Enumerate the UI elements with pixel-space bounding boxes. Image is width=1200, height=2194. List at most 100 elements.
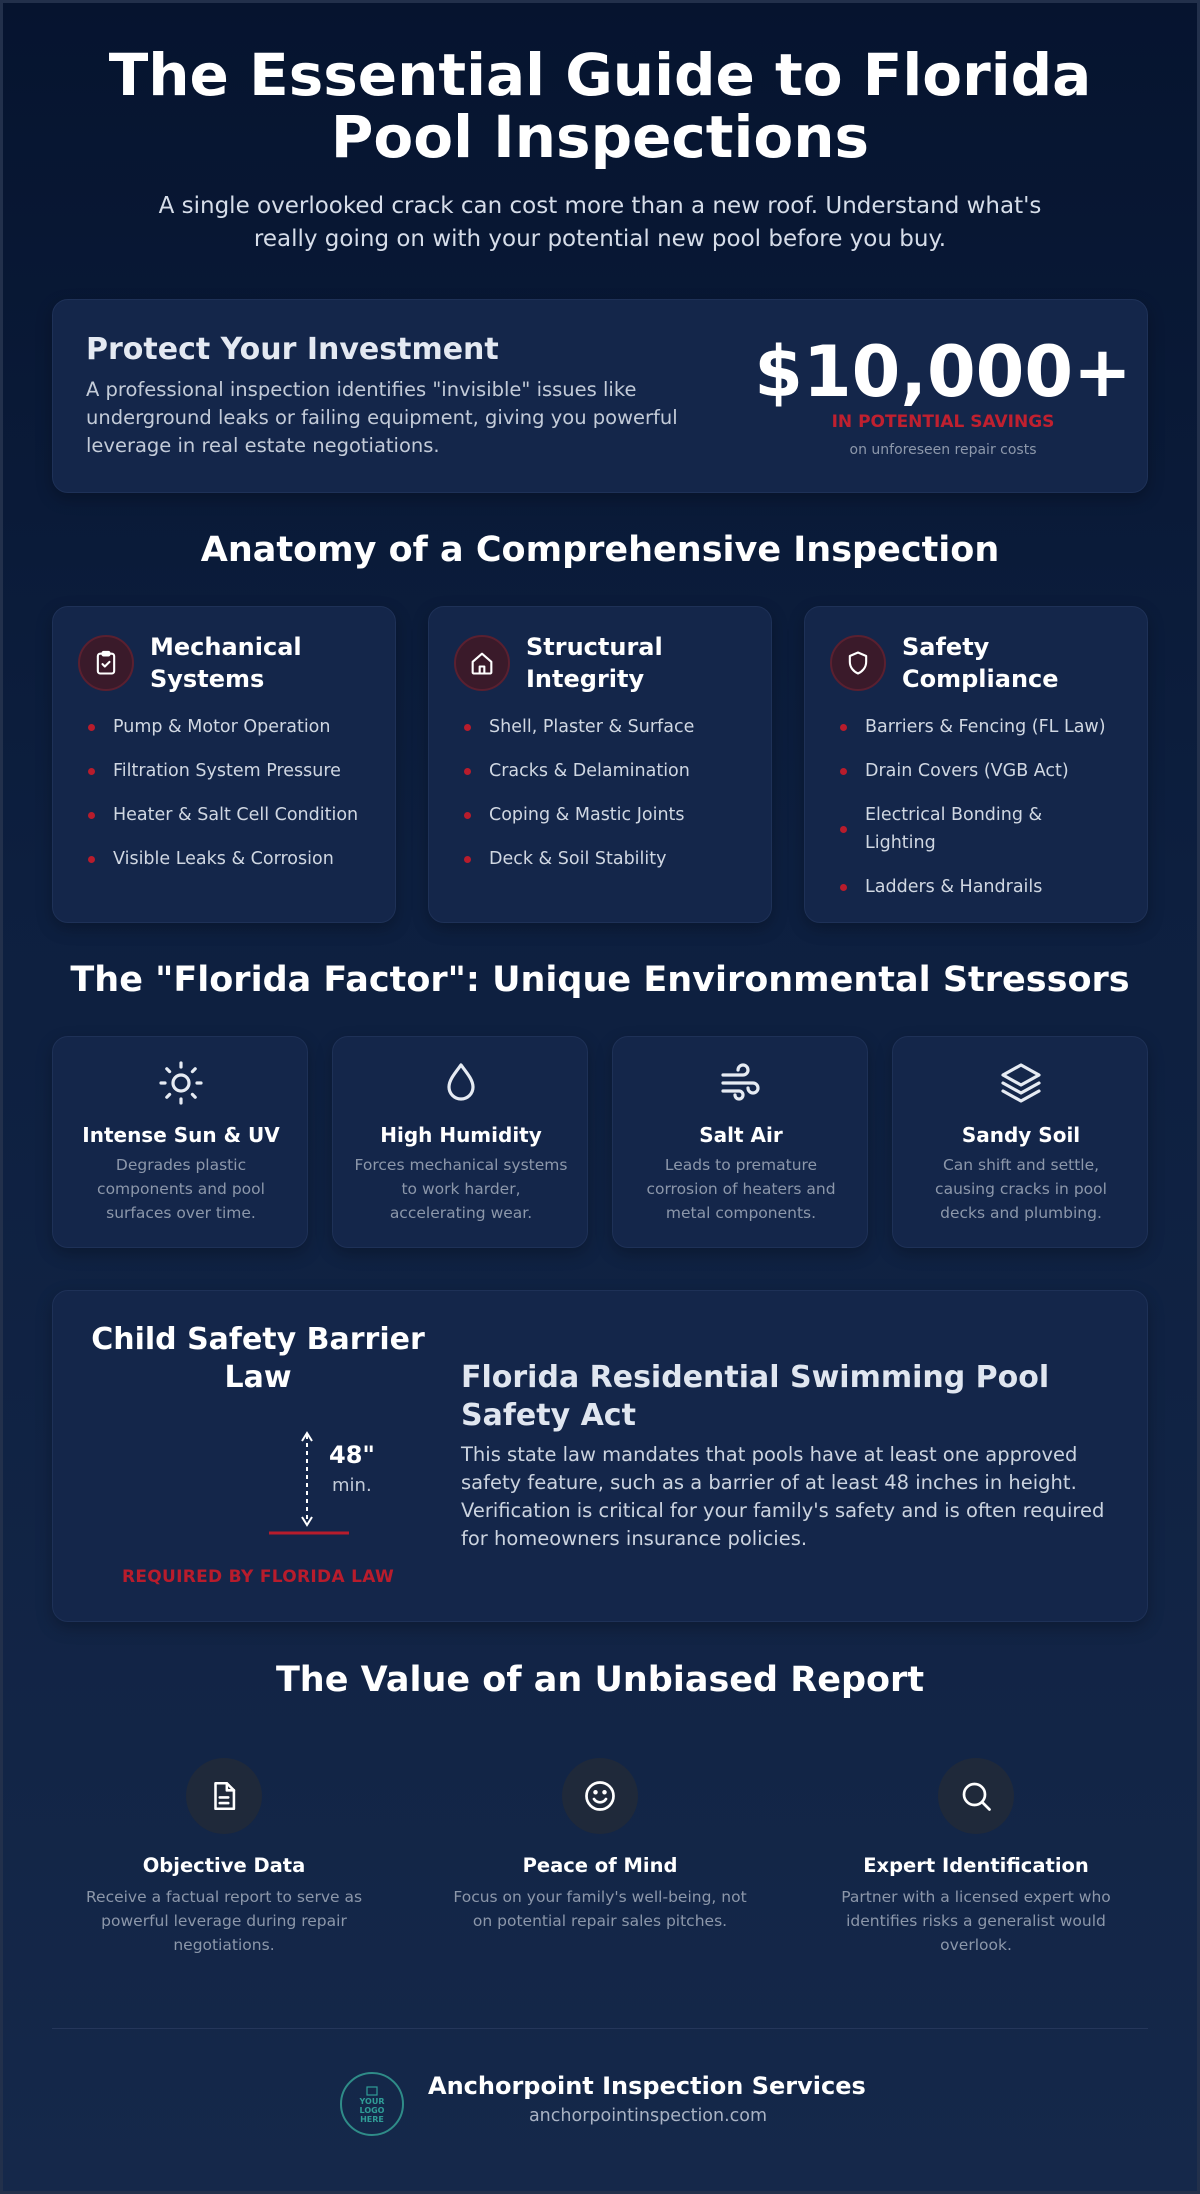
droplet-icon: [333, 1059, 589, 1107]
list-item-label: Drain Covers (VGB Act): [865, 761, 1069, 781]
list-item: Heater & Salt Cell Condition: [88, 801, 388, 829]
company-url[interactable]: anchorpointinspection.com: [528, 2106, 768, 2126]
value-item-body: Receive a factual report to serve as pow…: [85, 1888, 363, 1954]
value-section-title: The Value of an Unbiased Report: [275, 1660, 925, 1700]
house-icon: [454, 635, 510, 691]
value-item-title: Objective Data: [142, 1854, 306, 1877]
bullet-dot: [88, 812, 95, 819]
list-item-label: Barriers & Fencing (FL Law): [865, 717, 1106, 737]
anatomy-card-safety: Safety Compliance Barriers & Fencing (FL…: [804, 606, 1148, 923]
florida-factor-section-title: The "Florida Factor": Unique Environment…: [70, 960, 1130, 1000]
height-arrow-icon: [269, 1431, 349, 1535]
investment-title: Protect Your Investment: [86, 332, 499, 367]
factor-body: Forces mechanical systems to work harder…: [354, 1156, 568, 1222]
value-item-body: Partner with a licensed expert who ident…: [841, 1888, 1111, 1954]
list-item-label: Shell, Plaster & Surface: [489, 717, 695, 737]
factor-body: Degrades plastic components and pool sur…: [97, 1156, 265, 1222]
savings-note: on unforeseen repair costs: [849, 442, 1037, 458]
bullet-dot: [88, 856, 95, 863]
investment-body: A professional inspection identifies "in…: [86, 378, 678, 457]
list-item-label: Deck & Soil Stability: [489, 849, 667, 869]
value-item-peace-of-mind: Peace of Mind Focus on your family's wel…: [435, 1758, 765, 1933]
safety-law-card: Child Safety Barrier Law 48" min. REQUIR…: [52, 1290, 1148, 1622]
anatomy-list: Shell, Plaster & Surface Cracks & Delami…: [464, 713, 764, 889]
bullet-dot: [88, 724, 95, 731]
safety-act-body: This state law mandates that pools have …: [461, 1443, 1105, 1550]
factor-title: Intense Sun & UV: [82, 1123, 280, 1147]
clipboard-check-icon: [78, 635, 134, 691]
bullet-dot: [840, 724, 847, 731]
title-line-2: Pool Inspections: [330, 103, 870, 171]
bullet-dot: [464, 724, 471, 731]
height-value: 48": [329, 1441, 375, 1469]
required-by-law-label: REQUIRED BY FLORIDA LAW: [121, 1567, 395, 1587]
value-item-body: Focus on your family's well-being, not o…: [453, 1888, 747, 1930]
bullet-dot: [88, 768, 95, 775]
list-item: Filtration System Pressure: [88, 757, 388, 785]
factor-title: Salt Air: [699, 1123, 783, 1147]
anatomy-list: Barriers & Fencing (FL Law) Drain Covers…: [840, 713, 1140, 917]
bullet-dot: [840, 768, 847, 775]
factor-body: Leads to premature corrosion of heaters …: [646, 1156, 836, 1222]
height-measurement: 48" min.: [203, 1427, 423, 1567]
bullet-dot: [840, 826, 847, 833]
list-item: Deck & Soil Stability: [464, 845, 764, 873]
sun-icon: [53, 1059, 309, 1107]
wind-icon: [613, 1059, 869, 1107]
list-item-label: Cracks & Delamination: [489, 761, 690, 781]
list-item: Pump & Motor Operation: [88, 713, 388, 741]
document-icon: [186, 1758, 262, 1834]
anatomy-card-title: Structural Integrity: [526, 633, 663, 693]
bullet-dot: [464, 768, 471, 775]
anatomy-card-title: Mechanical Systems: [150, 633, 302, 693]
anatomy-list: Pump & Motor Operation Filtration System…: [88, 713, 388, 889]
list-item-label: Pump & Motor Operation: [113, 717, 331, 737]
anatomy-card-title: Safety Compliance: [902, 633, 1059, 693]
title-line-1: The Essential Guide to Florida: [108, 41, 1092, 109]
savings-block: $10,000+ IN POTENTIAL SAVINGS on unfores…: [753, 332, 1133, 458]
value-item-expert-identification: Expert Identification Partner with a lic…: [811, 1758, 1141, 1957]
page-title: The Essential Guide to Florida Pool Insp…: [50, 44, 1150, 168]
list-item-label: Filtration System Pressure: [113, 761, 341, 781]
list-item-label: Coping & Mastic Joints: [489, 805, 685, 825]
safety-act-title: Florida Residential Swimming Pool Safety…: [461, 1360, 1050, 1433]
logo-placeholder-text: YOUR LOGO HERE: [359, 2096, 385, 2124]
savings-label: IN POTENTIAL SAVINGS: [831, 412, 1055, 432]
list-item-label: Electrical Bonding & Lighting: [865, 805, 1043, 853]
company-logo: YOUR LOGO HERE: [340, 2072, 404, 2136]
layers-icon: [893, 1059, 1149, 1107]
list-item: Cracks & Delamination: [464, 757, 764, 785]
value-item-objective-data: Objective Data Receive a factual report …: [59, 1758, 389, 1957]
factor-title: High Humidity: [380, 1123, 542, 1147]
list-item: Shell, Plaster & Surface: [464, 713, 764, 741]
value-item-title: Expert Identification: [863, 1854, 1089, 1877]
shield-icon: [830, 635, 886, 691]
list-item: Ladders & Handrails: [840, 873, 1140, 901]
factor-card-salt-air: Salt Air Leads to premature corrosion of…: [612, 1036, 868, 1248]
factor-title: Sandy Soil: [961, 1123, 1081, 1147]
logo-mark-icon: [366, 2085, 378, 2096]
bullet-dot: [464, 856, 471, 863]
list-item-label: Ladders & Handrails: [865, 877, 1043, 897]
smile-icon: [562, 1758, 638, 1834]
list-item: Visible Leaks & Corrosion: [88, 845, 388, 873]
list-item-label: Visible Leaks & Corrosion: [113, 849, 334, 869]
page-subtitle: A single overlooked crack can cost more …: [158, 193, 1042, 252]
list-item: Electrical Bonding & Lighting: [840, 801, 1075, 857]
factor-card-sandy-soil: Sandy Soil Can shift and settle, causing…: [892, 1036, 1148, 1248]
company-name: Anchorpoint Inspection Services: [428, 2072, 866, 2100]
anatomy-section-title: Anatomy of a Comprehensive Inspection: [200, 530, 1000, 570]
savings-amount: $10,000+: [754, 331, 1132, 413]
list-item: Coping & Mastic Joints: [464, 801, 764, 829]
hero: The Essential Guide to Florida Pool Insp…: [0, 44, 1200, 256]
factor-card-sun: Intense Sun & UV Degrades plastic compon…: [52, 1036, 308, 1248]
anatomy-card-structural: Structural Integrity Shell, Plaster & Su…: [428, 606, 772, 923]
investment-card: Protect Your Investment A professional i…: [52, 299, 1148, 493]
bullet-dot: [840, 884, 847, 891]
list-item: Barriers & Fencing (FL Law): [840, 713, 1140, 741]
barrier-law-title: Child Safety Barrier Law: [91, 1322, 425, 1395]
factor-body: Can shift and settle, causing cracks in …: [935, 1156, 1107, 1222]
anatomy-card-mechanical: Mechanical Systems Pump & Motor Operatio…: [52, 606, 396, 923]
factor-card-humidity: High Humidity Forces mechanical systems …: [332, 1036, 588, 1248]
search-icon: [938, 1758, 1014, 1834]
